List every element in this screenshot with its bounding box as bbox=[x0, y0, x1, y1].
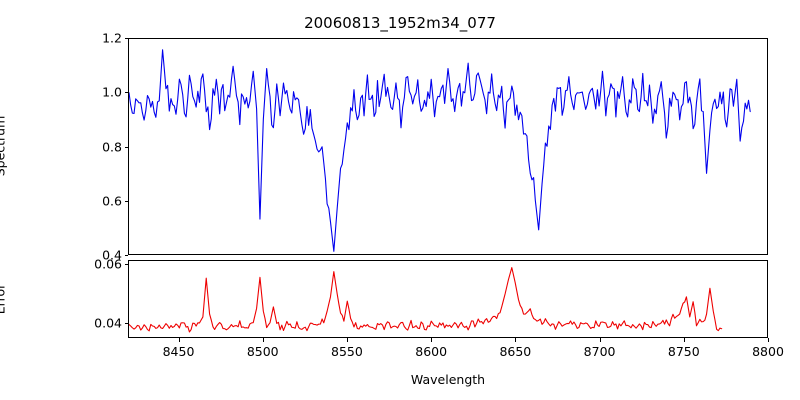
error-panel bbox=[128, 260, 768, 338]
x-tick-label: 8800 bbox=[752, 344, 784, 359]
chart-title: 20060813_1952m34_077 bbox=[304, 14, 496, 32]
spectrum-plot-line bbox=[129, 49, 751, 252]
spectrum-y-tick-label: 0.6 bbox=[102, 193, 122, 209]
spectrum-y-axis-label-text: Spectrum bbox=[0, 115, 8, 177]
x-tick-label: 8500 bbox=[246, 344, 279, 359]
spectrum-y-tick bbox=[124, 255, 128, 256]
error-y-tick bbox=[124, 264, 128, 266]
spectrum-y-tick-label: 0.8 bbox=[102, 139, 122, 154]
spectrum-panel bbox=[128, 38, 768, 255]
x-tick-label: 8450 bbox=[162, 344, 195, 359]
x-tick-label: 8550 bbox=[331, 344, 363, 359]
x-tick bbox=[599, 338, 601, 342]
spectrum-y-tick bbox=[124, 146, 128, 148]
error-y-tick-label: 0.06 bbox=[94, 256, 122, 272]
x-tick-label: 8750 bbox=[667, 344, 700, 359]
error-y-tick-label: 0.04 bbox=[94, 315, 122, 331]
error-y-tick bbox=[124, 323, 128, 325]
x-tick bbox=[262, 338, 264, 342]
error-y-axis-label-text: Error bbox=[0, 283, 8, 315]
spectrum-y-tick bbox=[124, 200, 128, 202]
error-plot-line bbox=[129, 267, 723, 333]
x-tick bbox=[683, 338, 685, 342]
x-tick bbox=[178, 338, 180, 342]
spectrum-y-tick-label: 0.4 bbox=[102, 247, 122, 263]
x-tick bbox=[346, 338, 348, 342]
x-tick bbox=[768, 338, 769, 342]
spectrum-y-tick bbox=[124, 38, 128, 39]
x-tick-label: 8600 bbox=[415, 344, 448, 359]
x-axis-label: Wavelength bbox=[410, 372, 486, 387]
x-tick-label: 8650 bbox=[499, 344, 532, 359]
spectrum-y-tick-label: 1.2 bbox=[102, 30, 122, 46]
spectrum-y-tick bbox=[124, 92, 128, 94]
x-tick-label: 8700 bbox=[583, 344, 616, 359]
x-tick bbox=[515, 338, 517, 342]
x-tick bbox=[431, 338, 433, 342]
spectrum-y-tick-label: 1.0 bbox=[102, 84, 122, 100]
